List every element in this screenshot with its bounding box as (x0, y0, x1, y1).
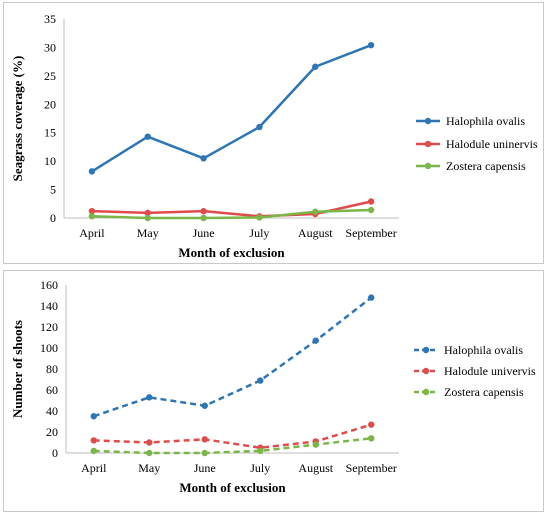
chart-0-data-point-zostera-capensis (256, 214, 263, 221)
chart-1-data-point-halophila-ovalis (257, 377, 264, 384)
chart-1-data-point-zostera-capensis (368, 435, 375, 442)
chart-0-data-point-halodule-uninervis (144, 209, 151, 217)
chart-0-legend-marker-halophila-ovalis (424, 117, 432, 125)
chart-0-legend-label-halophila-ovalis: Halophila ovalis (446, 114, 525, 128)
chart-1-data-point-halodule-univervis (201, 436, 208, 443)
chart-1-data-point-zostera-capensis (312, 441, 319, 448)
chart-0-data-point-zostera-capensis (200, 214, 207, 222)
chart-1-data-point-zostera-capensis (201, 449, 208, 457)
chart-1-data-point-halophila-ovalis (312, 337, 319, 344)
chart-1-legend-label-halophila-ovalis: Halophila ovalis (444, 343, 523, 357)
chart-1-data-point-halophila-ovalis (368, 294, 375, 301)
chart-1-legend-label-zostera-capensis: Zostera capensis (444, 385, 524, 399)
chart-1-x-tick-label: July (250, 461, 270, 475)
chart-1-data-point-zostera-capensis (257, 447, 264, 455)
chart-1-y-tick-label: 160 (40, 278, 58, 292)
chart-1-y-tick-label: 0 (52, 446, 58, 460)
chart-1-x-axis-title: Month of exclusion (179, 480, 286, 495)
chart-0-y-tick-label: 30 (44, 40, 56, 54)
chart-0-x-tick-label: June (193, 226, 215, 240)
chart-0-y-tick-label: 10 (44, 154, 56, 168)
chart-0-series-line-halophila-ovalis (91, 43, 372, 173)
chart-0-legend-marker-halodule-uninervis (424, 140, 432, 148)
chart-1-y-tick-label: 80 (46, 362, 58, 376)
chart-1-data-point-zostera-capensis (146, 449, 153, 457)
chart-0-y-axis-title: Seagrass coverage (%) (10, 56, 25, 182)
chart-0-data-point-halophila-ovalis (88, 168, 96, 175)
chart-0-y-tick-label: 5 (50, 183, 56, 197)
chart-1-y-axis-title: Number of shoots (10, 320, 25, 418)
chart-1-series-line-halophila-ovalis (93, 296, 373, 418)
chart-1-x-tick-label: April (81, 461, 107, 475)
chart-1-x-tick-label: May (138, 461, 160, 475)
chart-0-data-point-zostera-capensis (312, 208, 319, 215)
shoots-chart-panel: 0 20 40 60 80 100 120 140 160 April May June July Aug… (3, 270, 544, 512)
chart-1-data-point-zostera-capensis (90, 447, 97, 455)
chart-0-y-tick-label: 0 (50, 211, 56, 225)
chart-1-y-tick-label: 140 (40, 299, 58, 313)
chart-0-data-point-halophila-ovalis (367, 41, 375, 49)
chart-0-x-tick-label: May (137, 226, 159, 240)
chart-1-data-point-halodule-univervis (90, 437, 97, 444)
chart-0-data-point-halodule-uninervis (367, 198, 375, 205)
chart-1-x-tick-label: August (298, 461, 333, 475)
number-of-shoots-chart: 0 20 40 60 80 100 120 140 160 April May June July Aug… (10, 278, 536, 495)
chart-1-y-tick-label: 120 (40, 320, 58, 334)
chart-0-y-tick-label: 20 (44, 97, 56, 111)
seagrass-coverage-chart: 0 5 10 15 20 25 30 35 April May June July August Sept… (10, 12, 538, 260)
chart-0-legend-marker-zostera-capensis (424, 162, 432, 170)
chart-1-series-line-zostera-capensis (93, 437, 372, 455)
chart-0-x-tick-label: April (79, 226, 105, 240)
chart-1-legend-label-halodule-univervis: Halodule univervis (444, 364, 536, 378)
chart-0-data-point-zostera-capensis (367, 206, 375, 214)
chart-1-y-tick-label: 60 (46, 383, 58, 397)
chart-1-x-tick-label: September (346, 461, 397, 475)
chart-0-y-tick-label: 35 (44, 12, 56, 26)
coverage-chart-panel: 0 5 10 15 20 25 30 35 April May June July August Sept… (3, 2, 544, 264)
chart-0-data-point-halophila-ovalis (200, 155, 207, 162)
chart-0-x-tick-label: September (345, 226, 396, 240)
chart-0-y-tick-label: 25 (44, 69, 56, 83)
chart-1-data-point-halophila-ovalis (90, 413, 97, 420)
chart-0-data-point-zostera-capensis (88, 213, 96, 220)
chart-0-data-point-halodule-uninervis (88, 207, 96, 215)
chart-0-x-axis-title: Month of exclusion (178, 245, 285, 260)
chart-1-y-tick-label: 20 (46, 425, 58, 439)
chart-0-series-line-zostera-capensis (91, 208, 372, 220)
chart-1-data-point-halodule-univervis (368, 421, 375, 428)
chart-0-data-point-halophila-ovalis (256, 123, 263, 131)
chart-1-data-point-halophila-ovalis (146, 394, 153, 401)
chart-1-series-line-halodule-univervis (93, 423, 372, 449)
chart-1-legend-marker-halodule-univervis (422, 367, 430, 375)
chart-1-y-tick-label: 100 (40, 341, 58, 355)
chart-1-y-tick-label: 40 (46, 404, 58, 418)
chart-0-x-tick-label: July (249, 226, 269, 240)
chart-0-data-point-halophila-ovalis (144, 133, 151, 140)
chart-0-data-point-halodule-uninervis (200, 207, 207, 215)
chart-0-y-tick-label: 15 (44, 126, 56, 140)
chart-0-data-point-halophila-ovalis (312, 63, 319, 70)
chart-1-legend-marker-zostera-capensis (422, 388, 430, 396)
chart-0-legend-label-halodule-uninervis: Halodule uninervis (446, 137, 538, 151)
chart-1-legend-marker-halophila-ovalis (422, 346, 430, 354)
chart-0-x-tick-label: August (298, 226, 333, 240)
chart-1-x-tick-label: June (194, 461, 216, 475)
chart-0-data-point-zostera-capensis (144, 214, 151, 222)
chart-1-data-point-halodule-univervis (146, 439, 153, 446)
chart-1-data-point-halophila-ovalis (201, 402, 208, 409)
chart-0-series-line-halodule-uninervis (91, 200, 372, 218)
chart-0-legend-label-zostera-capensis: Zostera capensis (446, 159, 526, 173)
